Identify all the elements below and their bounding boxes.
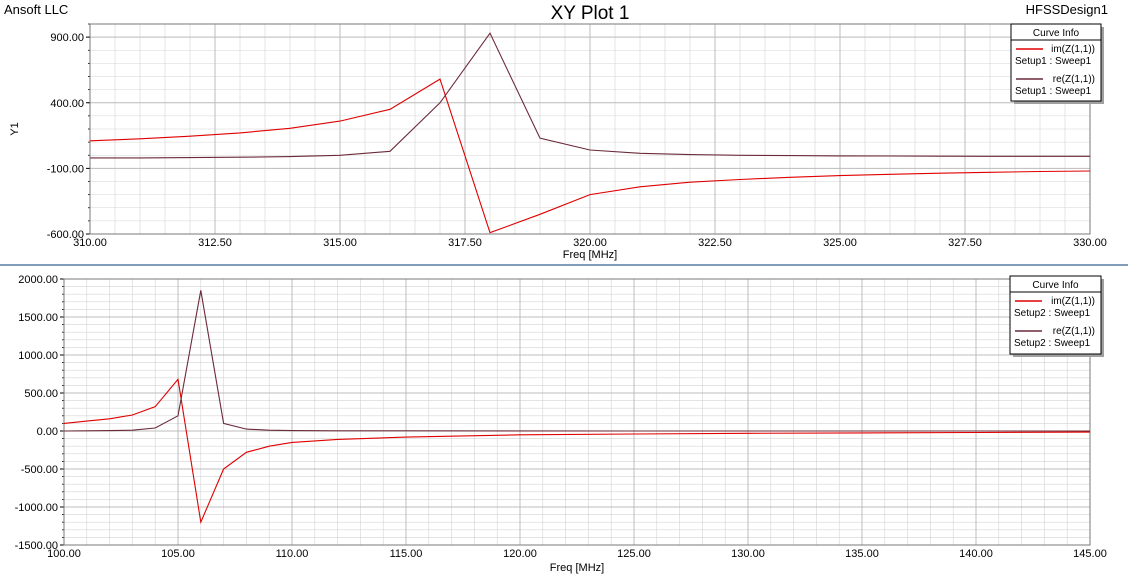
series-line-im [89,78,1091,234]
y-tick-label: 400.00 [50,98,84,110]
series-line-re [90,32,1090,159]
y-axis-label: Y1 [9,122,21,135]
y-tick-label: -100.00 [47,163,84,175]
legend-title: Curve Info [1033,28,1080,39]
y-tick-label: -500.00 [21,464,58,476]
x-tick-label: 327.50 [948,237,982,249]
legend-series-name: im(Z(1,1)) [1051,44,1095,55]
y-tick-label: -1000.00 [15,502,58,514]
legend-series-name: im(Z(1,1)) [1051,296,1095,307]
legend-series-name: re(Z(1,1)) [1053,326,1095,337]
legend-series-setup: Setup2 : Sweep1 [1014,308,1091,319]
x-axis-label: Freq [MHz] [550,562,604,574]
plot-window-1[interactable]: 310.00 312.50 315.00 317.50 320.00 322.50 325.… [0,0,1128,266]
x-tick-label: 130.00 [731,548,765,560]
legend-box [1009,275,1102,355]
vendor-label: Ansoft LLC [4,2,68,17]
x-tick-label: 315.00 [323,237,357,249]
x-tick-label: 105.00 [161,548,195,560]
y-tick-label: -600.00 [47,229,84,241]
x-tick-label: 320.00 [573,237,607,249]
legend-series-name: re(Z(1,1)) [1053,74,1095,85]
y-tick-label: 900.00 [50,32,84,44]
plot-window-2[interactable]: 100.00 105.00 110.00 115.00 120.00 125.00 130.… [0,266,1128,583]
x-tick-label: 322.50 [698,237,732,249]
y-tick-label: 500.00 [24,388,58,400]
x-tick-label: 145.00 [1073,548,1107,560]
y-tick-label: -1500.00 [15,540,58,552]
plot-frame [89,23,1091,235]
x-tick-label: 115.00 [390,548,423,560]
x-tick-label: 325.00 [823,237,857,249]
x-tick-label: 317.50 [448,237,482,249]
x-tick-label: 310.00 [73,237,107,249]
x-tick-label: 140.00 [959,548,993,560]
x-tick-label: 135.00 [845,548,879,560]
x-tick-label: 120.00 [503,548,537,560]
legend-box [1010,23,1102,102]
x-axis-label: Freq [MHz] [563,249,617,261]
legend-title: Curve Info [1032,280,1079,291]
series-line-re [63,290,1090,432]
legend-series-setup: Setup1 : Sweep1 [1015,56,1092,67]
design-label: HFSSDesign1 [1026,2,1108,17]
plot-frame [63,278,1091,546]
plot-1-canvas: 310.00 312.50 315.00 317.50 320.00 322.50 325.… [4,2,1108,261]
x-tick-label: 110.00 [276,548,309,560]
x-tick-label: 312.50 [198,237,232,249]
x-tick-label: 125.00 [617,548,651,560]
plot-2-canvas: 100.00 105.00 110.00 115.00 120.00 125.00 130.… [15,274,1107,574]
y-tick-label: 1500.00 [18,312,58,324]
chart-title: XY Plot 1 [551,3,630,24]
series-line-im [63,378,1091,525]
y-tick-label: 1000.00 [18,350,58,362]
legend-series-setup: Setup1 : Sweep1 [1015,86,1092,97]
legend-series-setup: Setup2 : Sweep1 [1014,338,1091,349]
x-tick-label: 100.00 [47,548,81,560]
plot-area [64,279,1090,545]
y-tick-label: 0.00 [37,426,58,438]
y-tick-label: 2000.00 [18,274,58,286]
x-tick-label: 330.00 [1073,237,1107,249]
